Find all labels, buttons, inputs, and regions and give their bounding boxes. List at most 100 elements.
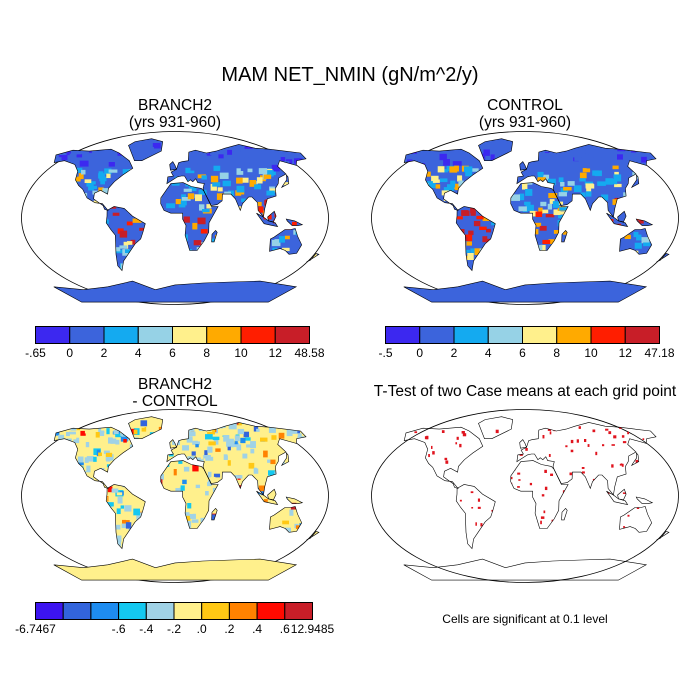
colorbar-box bbox=[201, 602, 230, 620]
map-control bbox=[371, 131, 679, 305]
colorbar-tick-label: 12.9485 bbox=[290, 622, 335, 636]
colorbar-control-labels: -.5 0 2 4 6 8 10 12 47.18 bbox=[378, 346, 674, 362]
coastline-antarctica bbox=[53, 280, 298, 303]
coastline-japan bbox=[280, 452, 290, 467]
map-difference bbox=[21, 409, 329, 583]
colorbar-box bbox=[256, 602, 286, 620]
coastline-indonesia bbox=[606, 490, 629, 506]
coastline-borneo bbox=[267, 210, 277, 223]
colorbar-box bbox=[173, 602, 203, 620]
colorbar-difference bbox=[35, 602, 313, 620]
coastline-madagascar bbox=[561, 229, 568, 243]
colorbar-box bbox=[35, 602, 64, 620]
colorbar-tick-label: -.5 bbox=[378, 346, 393, 360]
colorbar-tick-label: 2 bbox=[450, 346, 458, 360]
coastline-uk bbox=[169, 161, 177, 171]
colorbar-tick-label: -.4 bbox=[139, 622, 154, 636]
colorbar-tick-label: .2 bbox=[224, 622, 235, 636]
panel-title-line2: - CONTROL bbox=[132, 393, 218, 410]
colorbar-tick-label: 4 bbox=[134, 346, 142, 360]
colorbar-tick-label: 6 bbox=[169, 346, 176, 360]
colorbar-tick-label: -.65 bbox=[25, 346, 46, 360]
coastline-antarctica bbox=[53, 558, 298, 581]
coastline-eurasia bbox=[516, 144, 657, 218]
colorbar-box bbox=[145, 602, 175, 620]
colorbar-tick-label: 6 bbox=[519, 346, 526, 360]
map-ttest bbox=[371, 409, 679, 583]
panel-title-control: CONTROL (yrs 931-960) bbox=[385, 97, 665, 131]
coastline-japan bbox=[630, 174, 640, 189]
coastline-borneo bbox=[267, 488, 277, 501]
colorbar-tick-label: 48.58 bbox=[294, 346, 325, 360]
coastline-nz bbox=[306, 531, 320, 541]
colorbar-box bbox=[172, 326, 208, 344]
coastline-namerica bbox=[53, 148, 134, 211]
coastline-samerica bbox=[455, 484, 496, 550]
colorbar-box bbox=[590, 326, 626, 344]
coastline-japan bbox=[630, 452, 640, 467]
colorbar-box bbox=[419, 326, 455, 344]
coastline-nz bbox=[306, 253, 320, 263]
colorbar-branch2-labels: -.65 0 2 4 6 8 10 12 48.58 bbox=[25, 346, 324, 362]
coastline-australia bbox=[619, 506, 653, 533]
colorbar-branch2 bbox=[35, 326, 310, 344]
coastline-nz bbox=[656, 531, 670, 541]
colorbar-tick-label: .6 bbox=[279, 622, 290, 636]
coastline-indonesia bbox=[606, 212, 629, 228]
colorbar-tick-label: 10 bbox=[234, 346, 248, 360]
coastline-greenland bbox=[478, 138, 514, 162]
coastline-eurasia bbox=[166, 144, 307, 218]
coastline-samerica bbox=[455, 206, 496, 272]
coastline-eurasia bbox=[516, 422, 657, 496]
colorbar-box bbox=[556, 326, 592, 344]
map-globe-outline bbox=[371, 409, 679, 583]
coastline-eurasia bbox=[166, 422, 307, 496]
colorbar-box bbox=[69, 326, 105, 344]
coastline-antarctica bbox=[403, 280, 648, 303]
coastline-madagascar bbox=[211, 507, 218, 521]
coastline-namerica bbox=[53, 426, 134, 489]
colorbar-box bbox=[453, 326, 489, 344]
colorbar-box bbox=[240, 326, 276, 344]
significance-note: Cells are significant at 0.1 level bbox=[442, 612, 608, 626]
colorbar-tick-label: -.6 bbox=[111, 622, 126, 636]
colorbar-box bbox=[522, 326, 558, 344]
colorbar-tick-label: 8 bbox=[553, 346, 561, 360]
panel-title-ttest: T-Test of two Case means at each grid po… bbox=[350, 383, 700, 400]
colorbar-tick-label: 0 bbox=[66, 346, 74, 360]
colorbar-box bbox=[385, 326, 421, 344]
coastline-uk bbox=[519, 439, 527, 449]
colorbar-tick-label: .0 bbox=[196, 622, 207, 636]
coastline-samerica bbox=[105, 484, 146, 550]
panel-title-line1: BRANCH2 bbox=[137, 376, 213, 393]
panel-title-branch2: BRANCH2 (yrs 931-960) bbox=[35, 97, 315, 131]
colorbar-box bbox=[624, 326, 660, 344]
colorbar-tick-label: 0 bbox=[416, 346, 424, 360]
coastline-madagascar bbox=[211, 229, 218, 243]
coastline-newguinea bbox=[285, 496, 304, 504]
coastline-indonesia bbox=[256, 212, 279, 228]
coastline-greenland bbox=[128, 416, 164, 440]
colorbar-tick-label: 10 bbox=[584, 346, 598, 360]
coastline-africa bbox=[160, 460, 219, 529]
colorbar-tick-label: 2 bbox=[100, 346, 108, 360]
colorbar-tick-label: -6.7467 bbox=[15, 622, 56, 636]
colorbar-control bbox=[385, 326, 660, 344]
coastline-samerica bbox=[105, 206, 146, 272]
colorbar-box bbox=[274, 326, 310, 344]
coastline-africa bbox=[510, 182, 569, 251]
coastline-antarctica bbox=[403, 558, 648, 581]
panel-title-difference: BRANCH2 - CONTROL bbox=[35, 376, 315, 410]
colorbar-box bbox=[62, 602, 92, 620]
coastline-newguinea bbox=[635, 496, 654, 504]
colorbar-box bbox=[206, 326, 242, 344]
coastline-namerica bbox=[403, 148, 484, 211]
colorbar-tick-label: 8 bbox=[203, 346, 211, 360]
coastline-newguinea bbox=[635, 218, 654, 226]
colorbar-box bbox=[103, 326, 139, 344]
coastline-madagascar bbox=[561, 507, 568, 521]
colorbar-box bbox=[284, 602, 313, 620]
coastline-africa bbox=[160, 182, 219, 251]
colorbar-tick-label: -.2 bbox=[166, 622, 182, 636]
panel-title-line2: (yrs 931-960) bbox=[478, 114, 572, 131]
